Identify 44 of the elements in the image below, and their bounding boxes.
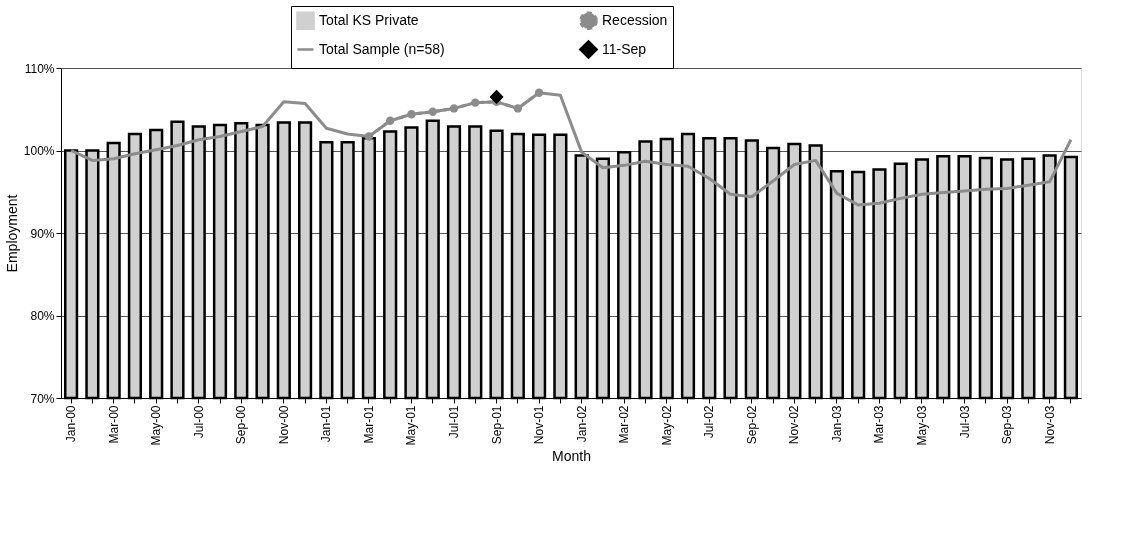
x-tick-label: Sep-03 — [1000, 405, 1015, 445]
x-tick-label: Nov-03 — [1042, 405, 1057, 445]
x-tick-label: Jan-00 — [64, 405, 79, 443]
point — [428, 107, 437, 116]
point — [449, 104, 459, 113]
x-tick-label: Jan-01 — [319, 405, 334, 443]
y-tick-label: 100% — [23, 144, 55, 158]
x-tick-label: Sep-00 — [234, 405, 249, 445]
x-tick-label: Jul-03 — [957, 405, 972, 439]
x-tick-label: Jul-01 — [447, 405, 461, 439]
point — [513, 104, 522, 113]
x-tick-label: Jan-02 — [574, 405, 589, 443]
x-tick-label: Sep-02 — [744, 405, 759, 445]
y-tick-label: 90% — [30, 226, 55, 241]
y-tick-label: 80% — [30, 309, 55, 323]
x-tick-label: Nov-02 — [787, 405, 802, 445]
x-tick-label: Mar-03 — [872, 405, 887, 444]
x-tick-label: Nov-00 — [276, 405, 291, 445]
legend-label: 11-Sep — [602, 40, 647, 57]
x-axis-title: Month — [552, 447, 591, 464]
y-axis-title: Employment — [3, 194, 20, 273]
x-tick-label: Jul-00 — [191, 405, 206, 439]
legend-label: Total Sample (n=58) — [319, 40, 445, 57]
x-tick-label: Mar-01 — [361, 405, 376, 444]
point — [489, 89, 504, 104]
x-tick-label: May-00 — [149, 405, 164, 446]
x-tick-label: Mar-00 — [106, 405, 121, 444]
x-tick-label: Nov-01 — [532, 405, 547, 445]
x-tick-label: Sep-01 — [489, 405, 504, 445]
x-tick-label: Mar-02 — [617, 405, 632, 444]
point — [364, 132, 374, 141]
point — [534, 88, 544, 97]
point — [471, 98, 480, 107]
x-tick-label: May-02 — [659, 405, 674, 446]
point — [386, 116, 395, 125]
legend-label: Recession — [602, 11, 668, 28]
x-tick-label: Jan-03 — [829, 405, 844, 443]
legend-label: Total KS Private — [319, 11, 419, 28]
y-tick-label: 110% — [24, 61, 55, 76]
x-tick-label: Jul-02 — [702, 405, 717, 439]
point — [407, 110, 416, 119]
x-tick-label: May-03 — [914, 405, 929, 446]
y-tick-label: 70% — [30, 391, 55, 406]
x-tick-label: May-01 — [404, 405, 419, 446]
